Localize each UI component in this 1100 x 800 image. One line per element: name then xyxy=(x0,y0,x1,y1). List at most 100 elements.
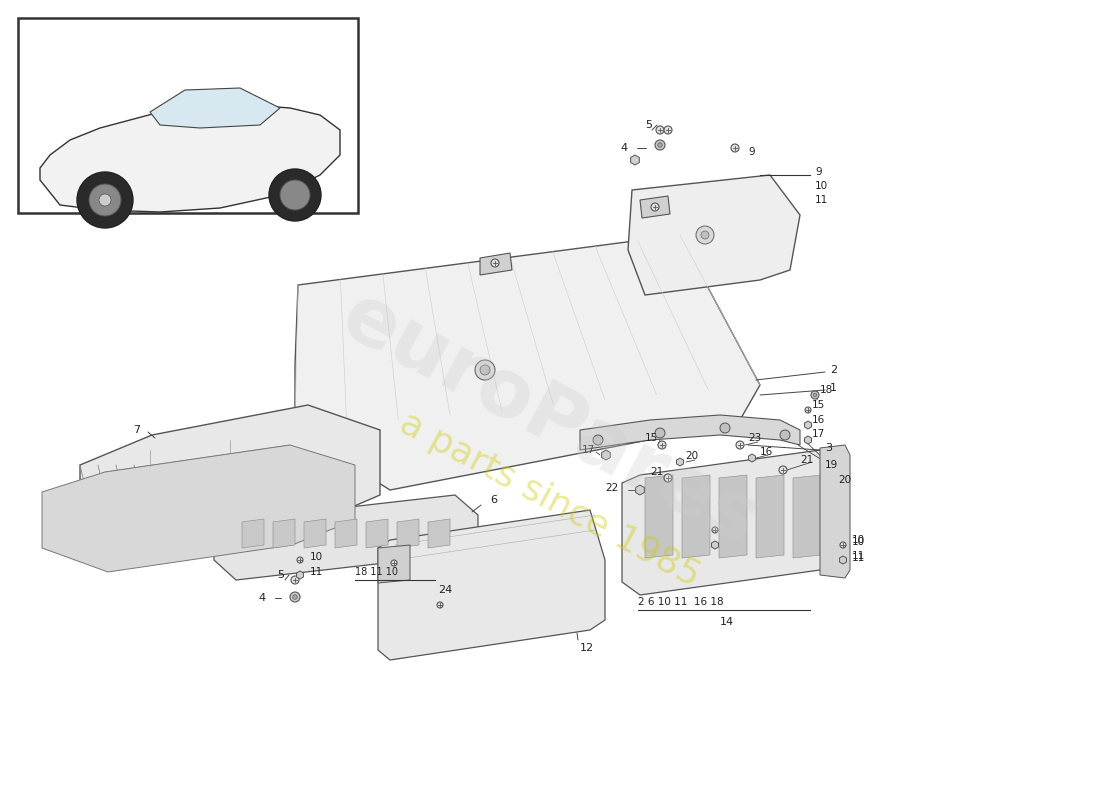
Text: 15: 15 xyxy=(645,433,658,443)
Polygon shape xyxy=(636,485,645,495)
Polygon shape xyxy=(150,88,280,128)
Polygon shape xyxy=(304,519,326,548)
Circle shape xyxy=(840,542,846,548)
Circle shape xyxy=(658,142,662,147)
Circle shape xyxy=(280,180,310,210)
Text: 10: 10 xyxy=(310,552,323,562)
Polygon shape xyxy=(676,458,683,466)
Circle shape xyxy=(270,169,321,221)
Circle shape xyxy=(780,430,790,440)
Text: 2 6 10 11  16 18: 2 6 10 11 16 18 xyxy=(638,597,724,607)
Polygon shape xyxy=(336,519,358,548)
Polygon shape xyxy=(748,454,756,462)
Text: 11: 11 xyxy=(852,551,866,561)
Circle shape xyxy=(390,560,397,566)
Circle shape xyxy=(290,592,300,602)
Polygon shape xyxy=(804,436,812,444)
Text: 16: 16 xyxy=(760,447,773,457)
Polygon shape xyxy=(295,235,760,490)
Text: 18 11 10: 18 11 10 xyxy=(355,567,398,577)
Circle shape xyxy=(77,172,133,228)
Polygon shape xyxy=(820,445,850,578)
Text: 22: 22 xyxy=(605,483,618,493)
Circle shape xyxy=(293,594,297,599)
Circle shape xyxy=(658,441,666,449)
Polygon shape xyxy=(793,475,821,558)
Polygon shape xyxy=(214,495,478,580)
Text: 2: 2 xyxy=(830,365,837,375)
Text: 19: 19 xyxy=(825,460,838,470)
Polygon shape xyxy=(297,571,304,579)
Circle shape xyxy=(712,527,718,533)
Polygon shape xyxy=(712,541,718,549)
Circle shape xyxy=(813,393,817,397)
Circle shape xyxy=(656,126,664,134)
Polygon shape xyxy=(682,475,710,558)
Circle shape xyxy=(779,466,786,474)
FancyBboxPatch shape xyxy=(18,18,358,213)
Text: 10: 10 xyxy=(852,535,865,545)
Circle shape xyxy=(664,126,672,134)
Text: a parts since 1985: a parts since 1985 xyxy=(394,406,706,594)
Text: 1: 1 xyxy=(830,383,837,393)
Text: 4: 4 xyxy=(620,143,627,153)
Polygon shape xyxy=(273,519,295,548)
Text: 4: 4 xyxy=(258,593,265,603)
Circle shape xyxy=(99,194,111,206)
Circle shape xyxy=(437,602,443,608)
Polygon shape xyxy=(580,415,800,450)
Text: 5: 5 xyxy=(277,570,284,580)
Text: 10: 10 xyxy=(815,181,828,191)
Circle shape xyxy=(491,259,499,267)
Circle shape xyxy=(736,441,744,449)
Polygon shape xyxy=(378,545,410,583)
Polygon shape xyxy=(640,196,670,218)
Text: 9: 9 xyxy=(815,167,822,177)
Polygon shape xyxy=(628,175,800,295)
Text: 7: 7 xyxy=(133,425,140,435)
Circle shape xyxy=(805,407,811,413)
Text: 15: 15 xyxy=(812,400,825,410)
Text: 6: 6 xyxy=(490,495,497,505)
Polygon shape xyxy=(621,450,840,595)
Text: 17: 17 xyxy=(812,429,825,439)
Text: 3: 3 xyxy=(825,443,832,453)
Polygon shape xyxy=(719,475,747,558)
Text: 14: 14 xyxy=(720,617,734,627)
Text: 23: 23 xyxy=(748,433,761,443)
Polygon shape xyxy=(242,519,264,548)
Circle shape xyxy=(480,365,490,375)
Text: 17: 17 xyxy=(582,445,595,455)
Circle shape xyxy=(89,184,121,216)
Polygon shape xyxy=(630,155,639,165)
Polygon shape xyxy=(42,445,355,572)
Text: 10: 10 xyxy=(852,537,865,547)
Polygon shape xyxy=(366,519,388,548)
Polygon shape xyxy=(480,253,512,275)
Polygon shape xyxy=(378,510,605,660)
Polygon shape xyxy=(602,450,610,460)
Text: 21: 21 xyxy=(800,455,813,465)
Text: 11: 11 xyxy=(310,567,323,577)
Text: 11: 11 xyxy=(815,195,828,205)
Text: 16: 16 xyxy=(812,415,825,425)
Circle shape xyxy=(654,428,666,438)
Text: 11: 11 xyxy=(852,553,866,563)
Text: 18: 18 xyxy=(820,385,834,395)
Circle shape xyxy=(696,226,714,244)
Text: 21: 21 xyxy=(650,467,663,477)
Text: 12: 12 xyxy=(580,643,594,653)
Text: 5: 5 xyxy=(645,120,652,130)
Circle shape xyxy=(664,474,672,482)
Circle shape xyxy=(651,203,659,211)
Circle shape xyxy=(593,435,603,445)
Polygon shape xyxy=(839,556,847,564)
Circle shape xyxy=(732,144,739,152)
Circle shape xyxy=(654,140,666,150)
Circle shape xyxy=(811,391,819,399)
Text: 24: 24 xyxy=(438,585,452,595)
Text: 20: 20 xyxy=(685,451,698,461)
Polygon shape xyxy=(397,519,419,548)
Text: 20: 20 xyxy=(838,475,851,485)
Circle shape xyxy=(297,557,302,563)
